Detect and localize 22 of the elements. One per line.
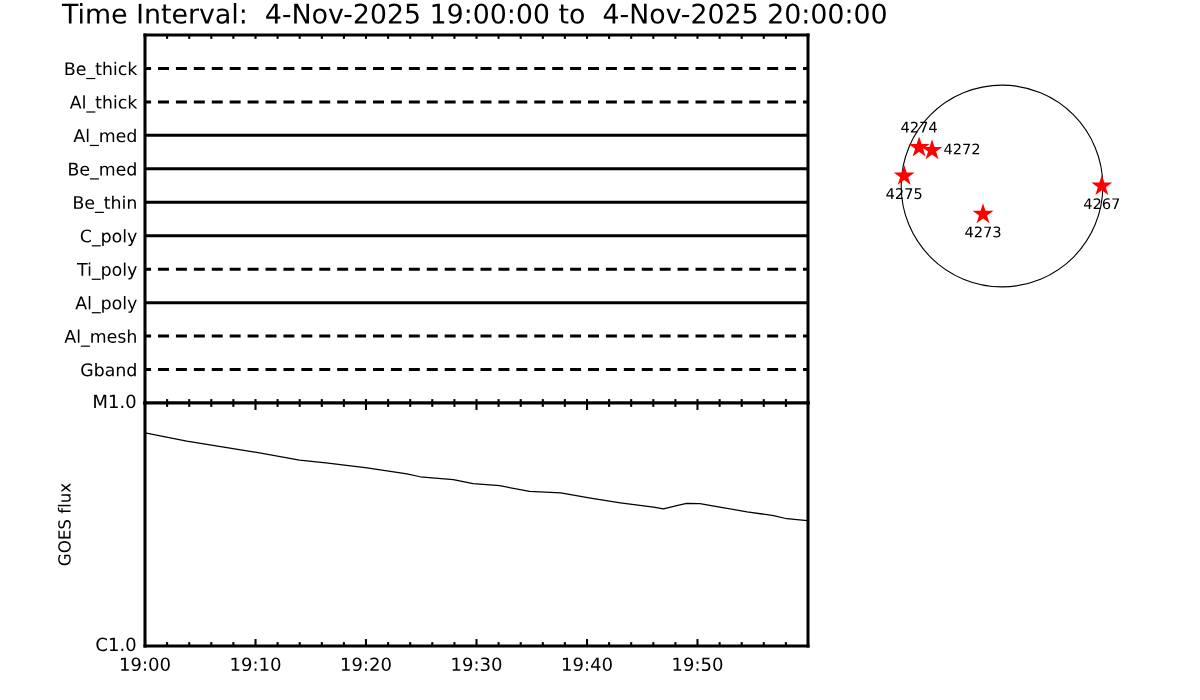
y-tick-label: Be_thin xyxy=(74,195,136,213)
x-tick-label: 19:20 xyxy=(341,657,391,672)
x-tick-label: 19:30 xyxy=(452,657,502,672)
y-tick-label: Al_med xyxy=(73,128,136,147)
x-tick-label: 19:10 xyxy=(231,657,281,672)
y-tick-label: Ti_poly xyxy=(77,262,137,280)
x-tick-label: 19:50 xyxy=(673,657,723,672)
y-tick-label: Al_poly xyxy=(75,296,137,314)
text: M1.0 xyxy=(94,394,136,409)
y-tick-label: C_poly xyxy=(80,229,137,247)
text: 4273 xyxy=(965,226,1001,238)
y-axis-title: GOES flux xyxy=(57,483,71,566)
chart-title: Time Interval: 4-Nov-2025 19:00:00 to 4-Nov-2025 20:00:00 xyxy=(61,3,886,24)
y-tick-label: Be_thick xyxy=(65,61,138,80)
y-tick-label: Al_mesh xyxy=(64,329,136,347)
y-tick-label: Al_thick xyxy=(69,95,138,113)
y-tick-label: Be_med xyxy=(69,162,136,180)
text: 4272 xyxy=(944,143,980,155)
text: C1.0 xyxy=(96,637,136,652)
y-tick-label: Gband xyxy=(81,362,136,377)
x-tick-label: 19:00 xyxy=(120,657,170,672)
x-tick-label: 19:40 xyxy=(562,657,612,672)
